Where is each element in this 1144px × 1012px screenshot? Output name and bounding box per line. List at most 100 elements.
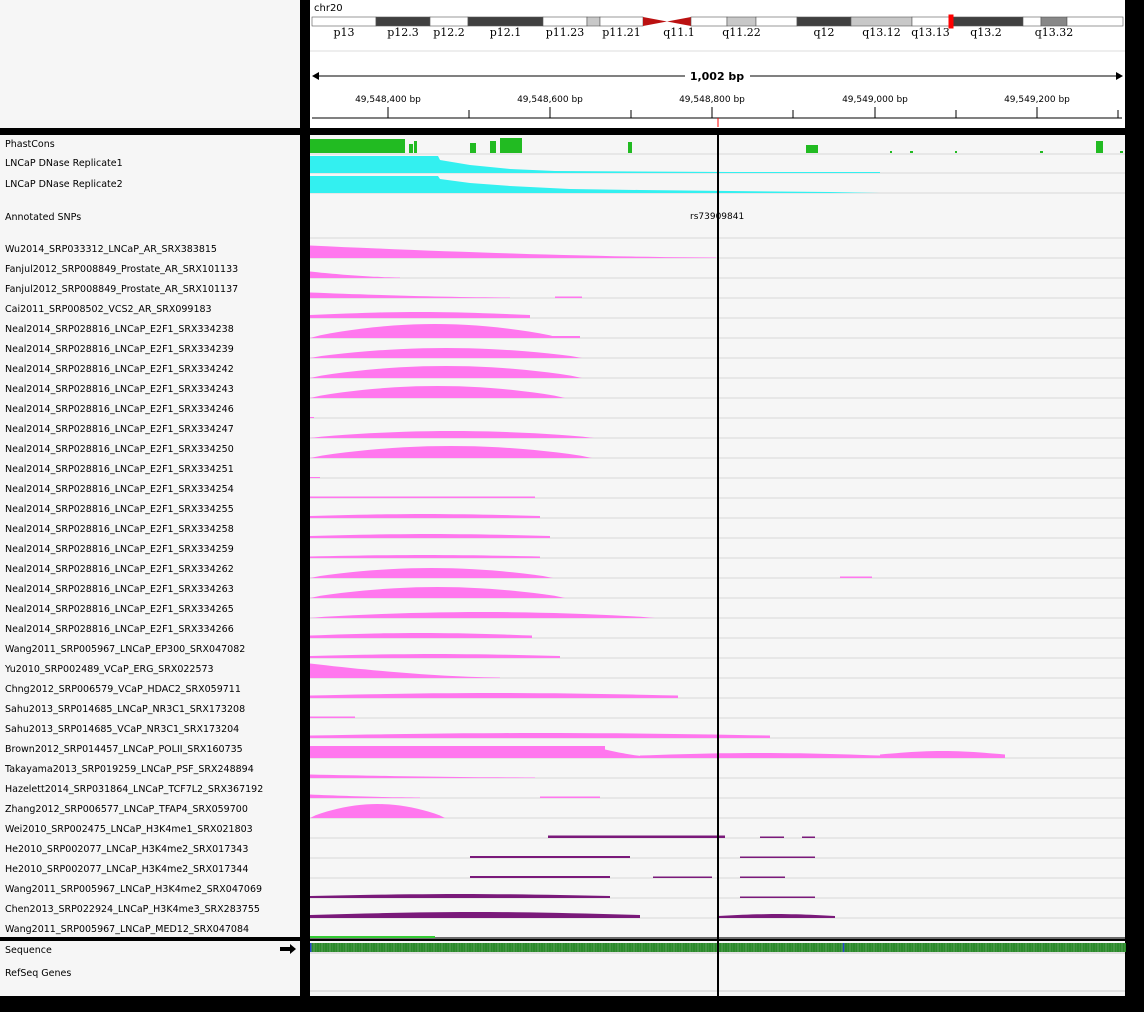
chip-track-name[interactable]: Neal2014_SRP028816_LNCaP_E2F1_SRX334238 — [5, 324, 234, 335]
ideogram-band[interactable]: q13.12 — [850, 16, 913, 39]
chromosome-ideogram[interactable]: p13 p12.3 p12.2 p12.1 p11.23 p11.21 q11.1 q11.2… — [311, 14, 1124, 39]
chip-track-name[interactable]: Takayama2013_SRP019259_LNCaP_PSF_SRX2488… — [4, 764, 254, 775]
ideogram-band[interactable] — [690, 16, 728, 27]
chip-track-name[interactable]: Neal2014_SRP028816_LNCaP_E2F1_SRX334239 — [5, 344, 234, 355]
base-cell — [951, 943, 954, 952]
base-cell — [708, 943, 710, 952]
base-cell — [969, 943, 971, 952]
chip-track-name[interactable]: Wei2010_SRP002475_LNCaP_H3K4me1_SRX02180… — [5, 824, 253, 835]
base-cell — [474, 943, 477, 952]
chip-track-names[interactable]: Wu2014_SRP033312_LNCaP_AR_SRX383815 Fanju… — [4, 244, 263, 935]
ideogram-band[interactable]: p12.3 — [375, 16, 431, 39]
chip-track-name[interactable]: Wang2011_SRP005967_LNCaP_EP300_SRX047082 — [5, 644, 245, 655]
base-cell — [359, 943, 362, 952]
ideogram-band[interactable]: p11.23 — [542, 16, 588, 39]
phastcons-track[interactable] — [310, 138, 1123, 153]
base-cell — [870, 943, 872, 952]
chip-track-name[interactable]: Neal2014_SRP028816_LNCaP_E2F1_SRX334242 — [5, 364, 234, 375]
track-name-snps[interactable]: Annotated SNPs — [5, 212, 81, 223]
chip-track-name[interactable]: Neal2014_SRP028816_LNCaP_E2F1_SRX334247 — [5, 424, 234, 435]
chip-track-name[interactable]: Neal2014_SRP028816_LNCaP_E2F1_SRX334255 — [5, 504, 234, 515]
base-cell — [770, 943, 773, 952]
chip-track-name[interactable]: Neal2014_SRP028816_LNCaP_E2F1_SRX334265 — [5, 604, 234, 615]
base-cell — [785, 943, 787, 952]
chip-track-name[interactable]: Neal2014_SRP028816_LNCaP_E2F1_SRX334259 — [5, 544, 234, 555]
bottom-track-names[interactable]: Sequence RefSeq Genes — [0, 941, 300, 996]
ruler-svg[interactable]: chr20 p13 p12.3 p12.2 p12.1 p11.23 p11.21 q11.… — [310, 0, 1125, 128]
chip-track-name[interactable]: Neal2014_SRP028816_LNCaP_E2F1_SRX334258 — [5, 524, 234, 535]
chip-track-name[interactable]: Neal2014_SRP028816_LNCaP_E2F1_SRX334263 — [5, 584, 234, 595]
ideogram-band[interactable]: q13.2 — [948, 16, 1024, 39]
base-cell — [1074, 943, 1077, 952]
dnase-tracks[interactable] — [310, 156, 880, 193]
chip-track-name[interactable]: Sahu2013_SRP014685_VCaP_NR3C1_SRX173204 — [5, 724, 239, 735]
ideogram-band[interactable]: q11.1 — [663, 17, 695, 39]
chip-track-name[interactable]: Wang2011_SRP005967_LNCaP_H3K4me2_SRX0470… — [5, 884, 262, 895]
chip-track-name[interactable]: Fanjul2012_SRP008849_Prostate_AR_SRX1011… — [5, 284, 238, 295]
sequence-track[interactable] — [310, 943, 1126, 952]
chip-track-name[interactable]: Zhang2012_SRP006577_LNCaP_TFAP4_SRX05970… — [5, 804, 248, 815]
base-cell — [831, 943, 834, 952]
chromosome-name[interactable]: chr20 — [314, 3, 343, 14]
base-cell — [402, 943, 405, 952]
ideogram-band[interactable]: q11.22 — [722, 16, 761, 39]
chip-track-name[interactable]: Wu2014_SRP033312_LNCaP_AR_SRX383815 — [5, 244, 217, 255]
chip-track-name[interactable]: Wang2011_SRP005967_LNCaP_MED12_SRX047084 — [5, 924, 249, 935]
base-cell — [428, 943, 430, 952]
chip-track-name[interactable]: He2010_SRP002077_LNCaP_H3K4me2_SRX017343 — [5, 844, 248, 855]
track-names-panel[interactable]: PhastCons LNCaP DNase Replicate1 LNCaP D… — [0, 135, 300, 937]
chip-track-name[interactable]: He2010_SRP002077_LNCaP_H3K4me2_SRX017344 — [5, 864, 248, 875]
ruler-panel[interactable]: chr20 p13 p12.3 p12.2 p12.1 p11.23 p11.21 q11.… — [310, 0, 1125, 128]
base-cell — [1078, 943, 1080, 952]
conservation-block — [500, 138, 522, 153]
ideogram-band[interactable]: p12.2 — [429, 16, 469, 39]
chip-track-name[interactable]: Cai2011_SRP008502_VCS2_AR_SRX099183 — [5, 304, 212, 315]
base-cell — [594, 943, 597, 952]
chip-track-name[interactable]: Neal2014_SRP028816_LNCaP_E2F1_SRX334262 — [5, 564, 234, 575]
chip-track-name[interactable]: Yu2010_SRP002489_VCaP_ERG_SRX022573 — [4, 664, 214, 675]
chip-track-name[interactable]: Chng2012_SRP006579_VCaP_HDAC2_SRX059711 — [5, 684, 241, 695]
base-cell — [630, 943, 632, 952]
track-name-phastcons[interactable]: PhastCons — [5, 139, 55, 150]
chip-signal-tracks[interactable] — [310, 245, 1005, 939]
chip-segment — [310, 477, 320, 478]
base-cell — [1090, 943, 1093, 952]
base-cell — [918, 943, 920, 952]
strand-arrow-icon[interactable] — [280, 944, 296, 954]
track-name-refseq[interactable]: RefSeq Genes — [5, 968, 71, 979]
base-cell — [369, 943, 371, 952]
chip-track-name[interactable]: Neal2014_SRP028816_LNCaP_E2F1_SRX334243 — [5, 384, 234, 395]
chip-track-name[interactable]: Neal2014_SRP028816_LNCaP_E2F1_SRX334246 — [5, 404, 234, 415]
chip-track-name[interactable]: Neal2014_SRP028816_LNCaP_E2F1_SRX334251 — [5, 464, 234, 475]
chip-peak — [310, 663, 500, 678]
ideogram-band[interactable] — [1066, 16, 1124, 27]
ideogram-band[interactable] — [1022, 16, 1042, 27]
ideogram-band[interactable]: p12.1 — [467, 16, 544, 39]
chip-track-name[interactable]: Neal2014_SRP028816_LNCaP_E2F1_SRX334250 — [5, 444, 234, 455]
base-cell — [631, 943, 634, 952]
ideogram-band[interactable]: p13 — [311, 16, 377, 39]
chip-track-name[interactable]: Neal2014_SRP028816_LNCaP_E2F1_SRX334266 — [5, 624, 234, 635]
chip-track-name[interactable]: Fanjul2012_SRP008849_Prostate_AR_SRX1011… — [5, 264, 238, 275]
ideogram-band[interactable]: q13.13 — [911, 16, 950, 39]
base-cell — [698, 943, 701, 952]
chip-track-name[interactable]: Neal2014_SRP028816_LNCaP_E2F1_SRX334254 — [5, 484, 234, 495]
track-name-dnase1[interactable]: LNCaP DNase Replicate1 — [5, 158, 123, 169]
base-cell — [326, 943, 328, 952]
base-cell — [511, 943, 514, 952]
track-name-sequence[interactable]: Sequence — [5, 945, 52, 956]
ideogram-band[interactable] — [643, 17, 667, 26]
chip-track-name[interactable]: Brown2012_SRP014457_LNCaP_POLII_SRX16073… — [5, 744, 243, 755]
base-cell — [426, 943, 429, 952]
chip-track-name[interactable]: Hazelett2014_SRP031864_LNCaP_TCF7L2_SRX3… — [5, 784, 263, 795]
base-cell — [634, 943, 637, 952]
track-name-dnase2[interactable]: LNCaP DNase Replicate2 — [5, 179, 123, 190]
ideogram-band[interactable] — [586, 16, 601, 27]
ideogram-band[interactable]: p11.21 — [599, 16, 644, 39]
chip-track-name[interactable]: Chen2013_SRP022924_LNCaP_H3K4me3_SRX2837… — [5, 904, 260, 915]
ideogram-band[interactable]: q12 — [796, 16, 852, 39]
ideogram-band[interactable] — [755, 16, 798, 27]
base-cell — [762, 943, 765, 952]
chip-track-name[interactable]: Sahu2013_SRP014685_LNCaP_NR3C1_SRX173208 — [5, 704, 245, 715]
base-cell — [894, 943, 896, 952]
